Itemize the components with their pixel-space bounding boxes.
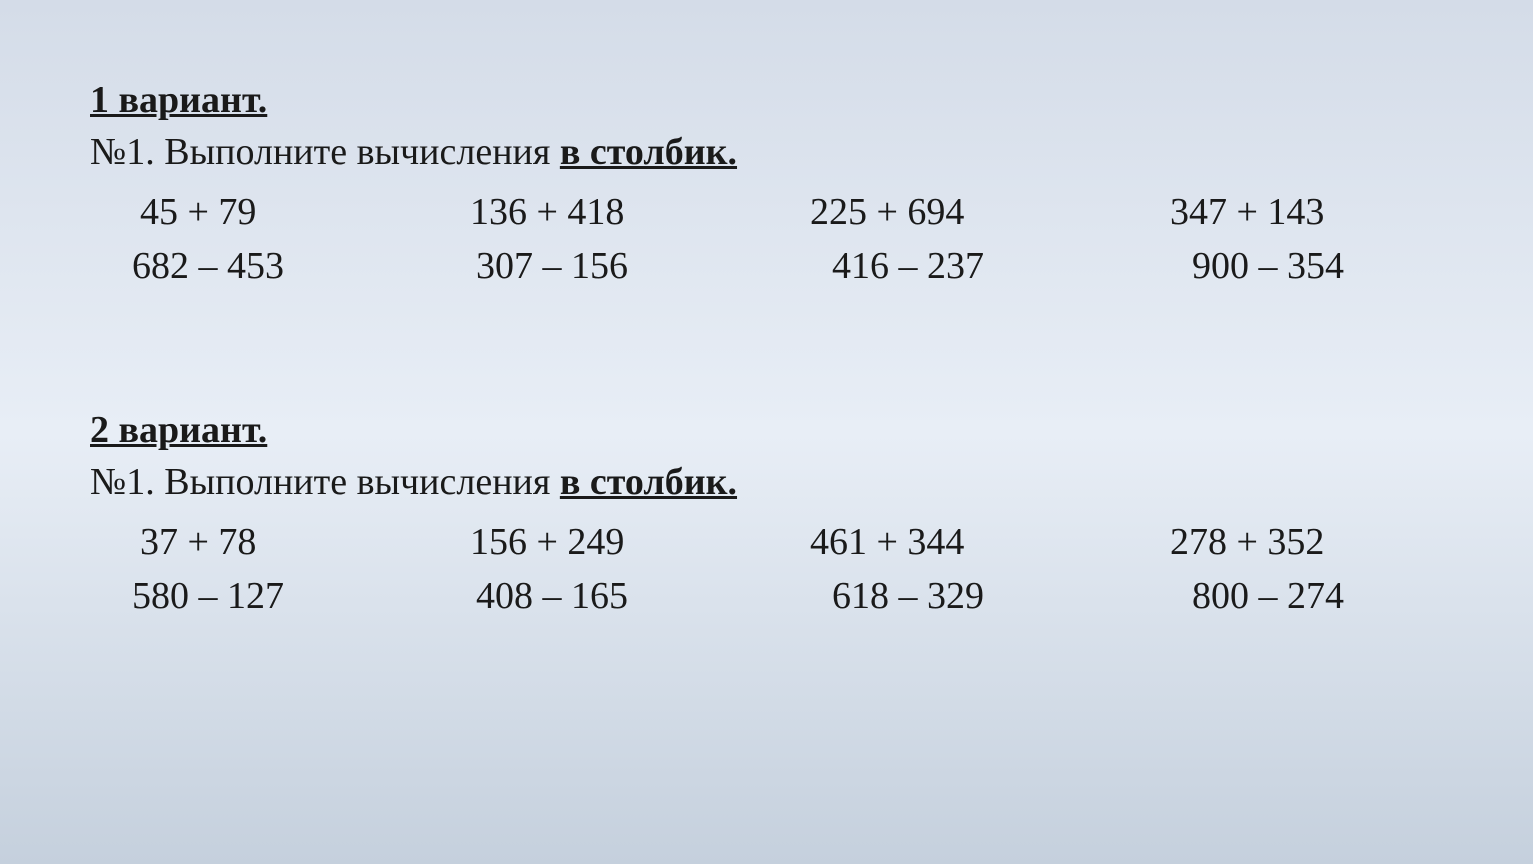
variant-1-header: 1 вариант. (90, 78, 1443, 122)
problem: 45 + 79 (140, 190, 470, 234)
problems-row: 37 + 78 156 + 249 461 + 344 278 + 352 (140, 520, 1443, 564)
problems-row: 682 – 453 307 – 156 416 – 237 900 – 354 (140, 244, 1443, 288)
problem: 307 – 156 (462, 244, 802, 288)
task-text: Выполните вычисления (164, 131, 560, 173)
variant-2-task-line: №1. Выполните вычисления в столбик. (90, 460, 1443, 504)
problem: 408 – 165 (462, 574, 802, 618)
problem: 136 + 418 (470, 190, 810, 234)
problems-row: 580 – 127 408 – 165 618 – 329 800 – 274 (140, 574, 1443, 618)
variant-2-section: 2 вариант. №1. Выполните вычисления в ст… (90, 408, 1443, 618)
task-number: №1. (90, 131, 155, 173)
task-emphasis: в столбик. (560, 461, 737, 503)
problems-container-1: 45 + 79 136 + 418 225 + 694 347 + 143 68… (140, 190, 1443, 288)
problem: 416 – 237 (802, 244, 1162, 288)
problem: 618 – 329 (802, 574, 1162, 618)
problem: 156 + 249 (470, 520, 810, 564)
task-text: Выполните вычисления (164, 461, 560, 503)
problem: 347 + 143 (1170, 190, 1324, 234)
problem: 800 – 274 (1162, 574, 1344, 618)
problem: 225 + 694 (810, 190, 1170, 234)
task-number: №1. (90, 461, 155, 503)
problem: 278 + 352 (1170, 520, 1324, 564)
problem: 461 + 344 (810, 520, 1170, 564)
problems-container-2: 37 + 78 156 + 249 461 + 344 278 + 352 58… (140, 520, 1443, 618)
problem: 37 + 78 (140, 520, 470, 564)
problem: 682 – 453 (132, 244, 462, 288)
variant-1-section: 1 вариант. №1. Выполните вычисления в ст… (90, 78, 1443, 288)
problem: 900 – 354 (1162, 244, 1344, 288)
variant-1-task-line: №1. Выполните вычисления в столбик. (90, 130, 1443, 174)
task-emphasis: в столбик. (560, 131, 737, 173)
problems-row: 45 + 79 136 + 418 225 + 694 347 + 143 (140, 190, 1443, 234)
variant-2-header: 2 вариант. (90, 408, 1443, 452)
problem: 580 – 127 (132, 574, 462, 618)
